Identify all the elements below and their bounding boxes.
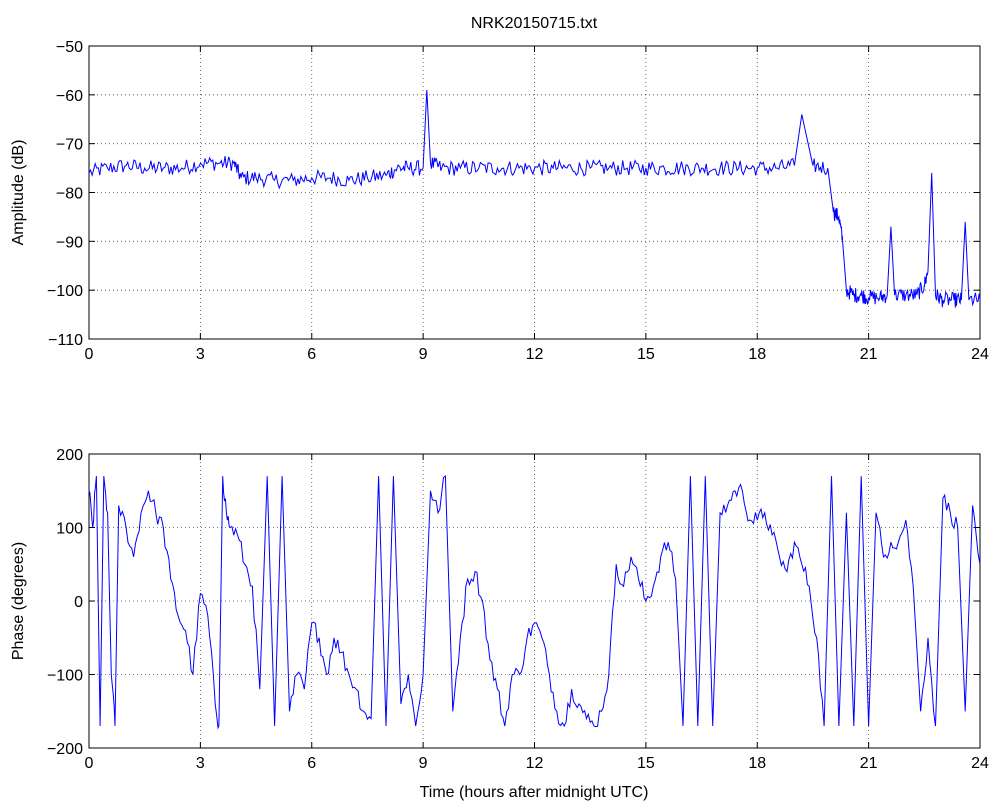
phase-series-line xyxy=(88,475,981,730)
amplitude-y-tick-label: −50 xyxy=(56,39,83,56)
x-axis-label: Time (hours after midnight UTC) xyxy=(420,784,649,801)
amplitude-x-tick-label: 12 xyxy=(526,346,544,363)
amplitude-x-tick-label: 3 xyxy=(196,346,205,363)
chart-title: NRK20150715.txt xyxy=(471,15,598,32)
phase-y-tick-label: 200 xyxy=(56,447,83,464)
amplitude-x-tick-label: 21 xyxy=(860,346,878,363)
amplitude-y-tick-label: −80 xyxy=(56,186,83,203)
phase-x-tick-label: 12 xyxy=(526,755,544,772)
amplitude-y-axis-label: Amplitude (dB) xyxy=(10,140,27,246)
amplitude-x-tick-label: 6 xyxy=(307,346,316,363)
phase-y-tick-label: −200 xyxy=(47,741,83,758)
phase-x-tick-label: 0 xyxy=(85,755,94,772)
amplitude-series-line xyxy=(88,89,981,308)
amplitude-x-tick-label: 24 xyxy=(971,346,989,363)
phase-x-tick-label: 18 xyxy=(748,755,766,772)
phase-y-axis-label: Phase (degrees) xyxy=(10,542,27,660)
phase-x-tick-label: 6 xyxy=(307,755,316,772)
amplitude-gridlines xyxy=(89,46,980,339)
amplitude-x-tick-label: 18 xyxy=(748,346,766,363)
amplitude-x-tick-label: 9 xyxy=(419,346,428,363)
amplitude-y-tick-label: −100 xyxy=(47,283,83,300)
amplitude-x-tick-label: 15 xyxy=(637,346,655,363)
phase-plot: 0 3 6 9 12 15 18 21 24 −200 −100 0 100 200 Phase (deg… xyxy=(10,447,989,801)
amplitude-ticks: 0 3 6 9 12 15 18 21 24 −110 −100 −90 −80 −70 −60 −50 xyxy=(47,39,989,363)
phase-y-tick-label: 0 xyxy=(74,594,83,611)
amplitude-y-tick-label: −110 xyxy=(48,332,83,349)
phase-y-tick-label: 100 xyxy=(56,521,83,538)
phase-x-tick-label: 15 xyxy=(637,755,655,772)
phase-x-tick-label: 9 xyxy=(419,755,428,772)
phase-gridlines xyxy=(89,454,980,748)
amplitude-x-tick-label: 0 xyxy=(85,346,94,363)
phase-y-tick-label: −100 xyxy=(47,668,83,685)
amplitude-plot: 0 3 6 9 12 15 18 21 24 −110 −100 −90 −80 −70 −60 −50 NR… xyxy=(10,15,989,363)
phase-x-tick-label: 24 xyxy=(971,755,989,772)
phase-x-tick-label: 21 xyxy=(860,755,878,772)
phase-x-tick-label: 3 xyxy=(196,755,205,772)
phase-ticks: 0 3 6 9 12 15 18 21 24 −200 −100 0 100 200 xyxy=(47,447,989,772)
amplitude-y-tick-label: −70 xyxy=(56,137,83,154)
amplitude-y-tick-label: −60 xyxy=(56,88,83,105)
amplitude-y-tick-label: −90 xyxy=(56,234,83,251)
